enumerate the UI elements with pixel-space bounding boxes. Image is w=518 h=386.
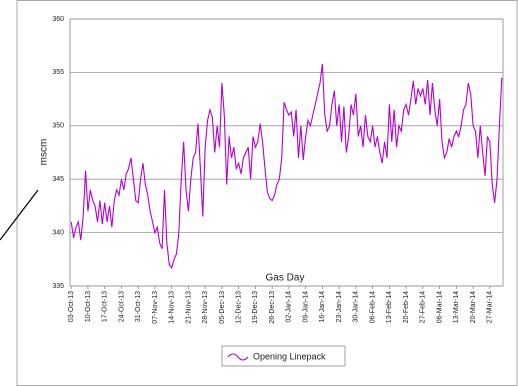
y-tick-label: 350 xyxy=(52,123,64,130)
x-tick-label: 13-Feb-14 xyxy=(386,291,393,323)
x-tick-label: 13-Mar-14 xyxy=(453,291,460,323)
plot-area xyxy=(69,18,504,287)
x-tick-label: 05-Dec-13 xyxy=(219,291,226,324)
x-tick-label: 30-Jan-14 xyxy=(353,291,360,323)
x-tick-label: 19-Dec-13 xyxy=(252,291,259,324)
x-tick-label: 31-Oct-13 xyxy=(135,291,142,322)
x-tick-label: 26-Dec-13 xyxy=(269,291,276,324)
x-tick-label: 16-Jan-14 xyxy=(319,291,326,323)
legend-box xyxy=(221,345,346,367)
x-tick-label: 12-Dec-13 xyxy=(235,291,242,324)
x-tick-label: 06-Feb-14 xyxy=(369,291,376,323)
y-tick-label: 355 xyxy=(52,69,64,76)
x-tick-label: 06-Mar-14 xyxy=(436,291,443,323)
y-tick-label: 360 xyxy=(52,16,64,23)
x-tick-label: 20-Mar-14 xyxy=(470,291,477,323)
x-tick-label: 20-Feb-14 xyxy=(403,291,410,323)
x-tick-label: 28-Nov-13 xyxy=(202,291,209,324)
decorative-line xyxy=(0,189,39,241)
x-tick-label: 09-Jan-14 xyxy=(302,291,309,323)
x-tick-label: 24-Oct-13 xyxy=(118,291,125,322)
x-tick-label: 02-Jan-14 xyxy=(286,291,293,323)
x-tick-label: 07-Nov-13 xyxy=(152,291,159,324)
x-tick-label: 27-Mar-14 xyxy=(487,291,494,323)
y-axis-title: mscm xyxy=(39,139,50,166)
legend-swatch xyxy=(227,353,249,361)
x-tick-label: 17-Oct-13 xyxy=(102,291,109,322)
x-tick-label: 23-Jan-14 xyxy=(336,291,343,323)
legend-label: Opening Linepack xyxy=(253,351,326,361)
x-tick-label: 27-Feb-14 xyxy=(420,291,427,323)
x-tick-label: 14-Nov-13 xyxy=(169,291,176,324)
x-tick-label: 03-Oct-13 xyxy=(68,291,75,322)
x-tick-label: 21-Nov-13 xyxy=(185,291,192,324)
x-tick-label: 10-Oct-13 xyxy=(85,291,92,322)
x-axis-title: Gas Day xyxy=(266,273,305,284)
y-tick-label: 345 xyxy=(52,176,64,183)
y-tick-label: 335 xyxy=(52,283,64,290)
data-line xyxy=(70,63,503,270)
y-tick-label: 340 xyxy=(52,229,64,236)
